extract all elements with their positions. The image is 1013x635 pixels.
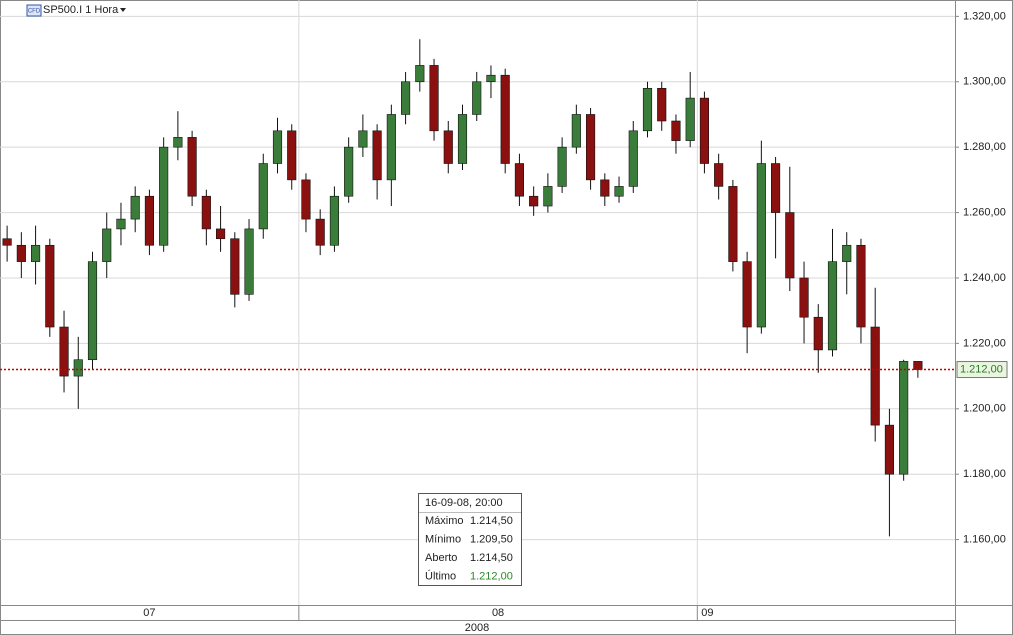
candle-body [728, 186, 738, 262]
candle-body [771, 163, 781, 213]
candle-body [144, 195, 154, 246]
candle-body [59, 326, 69, 377]
year-label: 2008 [465, 622, 489, 634]
candle-body [358, 130, 368, 148]
candle-body [130, 195, 140, 220]
candle-body [500, 74, 510, 164]
candle-body [87, 261, 98, 361]
candle-body [401, 81, 411, 115]
candle-body [899, 361, 909, 475]
tooltip-value: 1.214,50 [470, 515, 513, 527]
tooltip-key: Mínimo [425, 533, 461, 545]
y-tick-label: 1.240,00 [963, 272, 1006, 284]
dropdown-arrow[interactable] [120, 8, 126, 12]
y-tick-label: 1.320,00 [963, 10, 1006, 22]
candle-body [543, 186, 553, 207]
candle-body [102, 228, 112, 262]
candle-body [799, 277, 809, 318]
tooltip-key: Máximo [425, 515, 464, 527]
candle-body [571, 114, 581, 148]
candle-body [344, 146, 354, 197]
candle-body [642, 87, 653, 132]
candle-body [216, 228, 226, 240]
tooltip-key: Aberto [425, 552, 457, 564]
x-tick-label: 09 [701, 607, 713, 619]
candle-body [699, 97, 709, 164]
candle-body [258, 163, 268, 230]
candle-body [756, 163, 766, 328]
candle-body [557, 146, 567, 187]
tooltip-time: 16-09-08, 20:00 [425, 497, 503, 509]
candle-body [272, 130, 283, 164]
candle-body [2, 238, 12, 246]
candle-body [827, 261, 838, 351]
candle-body [657, 87, 667, 122]
candle-body [159, 146, 169, 246]
candle-body [600, 179, 610, 197]
candle-body [514, 163, 524, 197]
badge-text: CFD [28, 9, 41, 15]
last-price-label: 1.212,00 [960, 363, 1003, 375]
candle-body [230, 238, 240, 295]
tooltip-box [418, 493, 522, 586]
candle-body [586, 114, 596, 181]
candle-body [785, 212, 795, 279]
tooltip-key: Último [425, 569, 456, 582]
candle-body [173, 137, 183, 148]
candle-body [429, 65, 439, 132]
candle-body [628, 130, 638, 187]
candle-body [31, 244, 41, 262]
candle-body [45, 244, 55, 328]
candle-body [116, 218, 126, 230]
y-tick-label: 1.260,00 [963, 206, 1006, 218]
candle-body [315, 218, 325, 246]
y-tick-label: 1.180,00 [963, 468, 1006, 480]
candle-body [244, 228, 254, 295]
candle-body [187, 137, 197, 197]
last-price-box [956, 361, 1008, 379]
tooltip-value: 1.212,00 [470, 570, 513, 582]
tooltip-value: 1.209,50 [470, 533, 513, 545]
candle-body [329, 195, 339, 246]
candle-body [614, 186, 624, 197]
candle-body [457, 114, 468, 164]
y-tick-label: 1.280,00 [963, 141, 1006, 153]
candle-body [301, 179, 311, 220]
y-tick-label: 1.220,00 [963, 337, 1006, 349]
instrument[interactable]: SP500.I 1 Hora [43, 4, 119, 16]
candle-body [372, 130, 382, 181]
candle-body [913, 361, 923, 370]
candle-body [685, 97, 695, 141]
tooltip: 16-09-08, 20:00 Máximo 1.214,50 Mínimo 1.209… [418, 493, 522, 586]
candle-body [16, 244, 26, 262]
candle-body [671, 120, 681, 141]
x-tick-label: 07 [143, 607, 155, 619]
candle-body [529, 195, 539, 207]
y-tick-label: 1.200,00 [963, 403, 1006, 415]
badge [26, 4, 42, 17]
candle-body [742, 261, 752, 328]
candle-body [870, 326, 880, 426]
plot [0, 0, 955, 605]
candle-body [856, 244, 866, 328]
y-tick-label: 1.300,00 [963, 76, 1006, 88]
candle-body [443, 130, 453, 164]
candle-body [813, 316, 823, 351]
candle-body [73, 359, 83, 377]
y-tick-label: 1.160,00 [963, 534, 1006, 546]
tooltip-value: 1.214,50 [470, 552, 513, 564]
candle-body [714, 163, 724, 187]
candle-body [884, 424, 894, 475]
candle-body [386, 114, 396, 181]
x-tick-label: 08 [492, 607, 504, 619]
candle-body [472, 81, 482, 115]
candle-body [201, 195, 211, 230]
candle-body [486, 74, 496, 83]
candle-body [842, 244, 852, 262]
candle-body [415, 65, 425, 83]
candle-body [287, 130, 297, 181]
